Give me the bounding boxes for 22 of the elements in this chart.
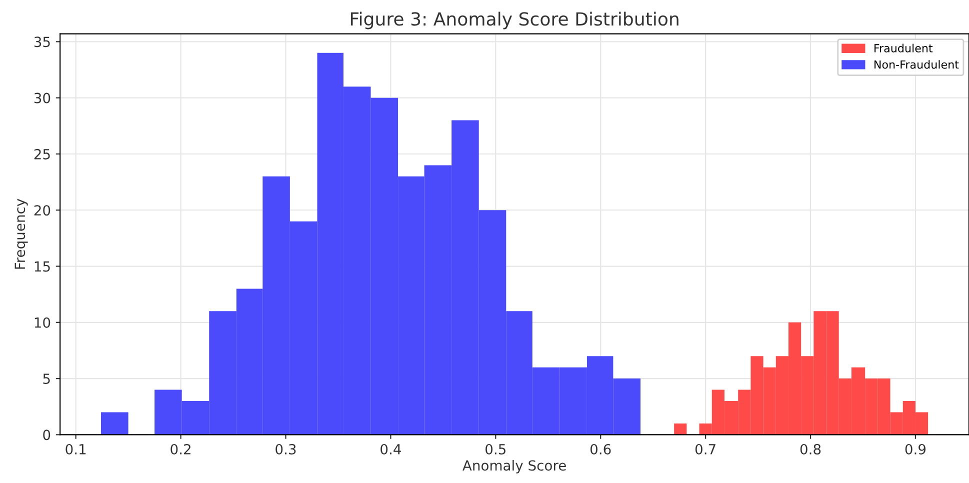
x-tick-label: 0.7 [695,444,716,454]
y-tick-label: 25 [34,148,50,160]
x-tick-label: 0.9 [905,444,926,454]
y-axis-title: Frequency [14,198,28,269]
x-axis-title: Anomaly Score [462,460,566,474]
legend-label: Fraudulent [874,44,933,52]
y-tick-label: 20 [34,205,50,216]
x-tick-label: 0.1 [66,444,86,454]
y-tick-label: 30 [34,92,50,104]
x-tick-label: 0.3 [276,444,296,454]
y-tick-label: 15 [34,261,50,272]
x-tick-label: 0.8 [800,444,821,454]
y-tick-label: 10 [34,317,50,328]
legend-label: Non-Fraudulent [874,60,959,69]
y-tick-label: 0 [43,430,50,440]
x-tick-label: 0.4 [380,444,401,454]
x-tick-label: 0.2 [170,444,190,454]
chart-title: Figure 3: Anomaly Score Distribution [350,12,678,30]
x-tick-label: 0.5 [486,444,506,454]
y-tick-label: 5 [43,374,50,384]
y-tick-label: 35 [34,36,50,48]
x-tick-label: 0.6 [590,444,611,454]
